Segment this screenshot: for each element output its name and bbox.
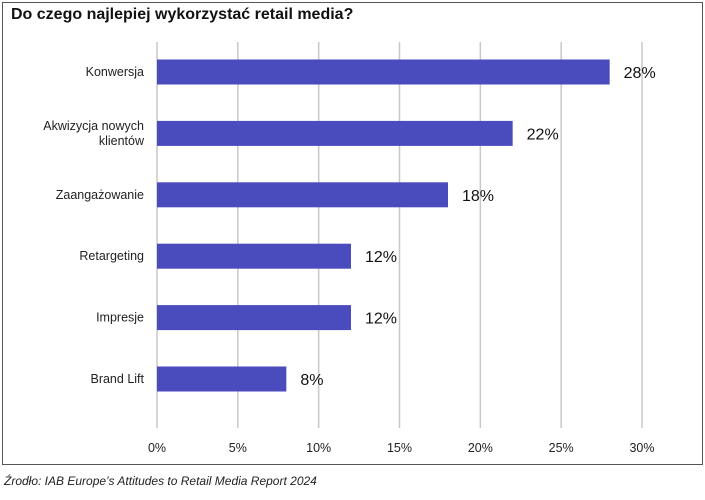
value-label: 12% (365, 249, 397, 266)
value-label: 28% (624, 65, 656, 82)
chart-frame (2, 2, 703, 465)
bar (157, 305, 351, 331)
category-label: Konwersja (86, 65, 144, 79)
category-label: Impresje (96, 311, 144, 325)
category-label: Zaangażowanie (56, 188, 144, 202)
bar (157, 243, 351, 269)
value-label: 8% (300, 372, 323, 389)
x-tick-label: 0% (148, 441, 166, 455)
category-label: Akwizycja nowych klientów (43, 119, 145, 148)
value-label: 18% (462, 188, 494, 205)
source-note: Źrodło: IAB Europe’s Attitudes to Retail… (4, 474, 317, 488)
bar (157, 120, 513, 146)
x-tick-label: 25% (549, 441, 574, 455)
value-label: 12% (365, 311, 397, 328)
category-label: Retargeting (79, 249, 144, 263)
chart-title: Do czego najlepiej wykorzystać retail me… (11, 6, 354, 23)
bar (157, 59, 610, 85)
category-label: Brand Lift (90, 372, 144, 386)
value-label: 22% (527, 126, 559, 143)
bar (157, 182, 448, 208)
x-tick-label: 10% (306, 441, 331, 455)
x-tick-label: 30% (629, 441, 654, 455)
x-tick-label: 5% (229, 441, 247, 455)
bar (157, 366, 287, 392)
x-tick-label: 20% (468, 441, 493, 455)
x-tick-label: 15% (387, 441, 412, 455)
